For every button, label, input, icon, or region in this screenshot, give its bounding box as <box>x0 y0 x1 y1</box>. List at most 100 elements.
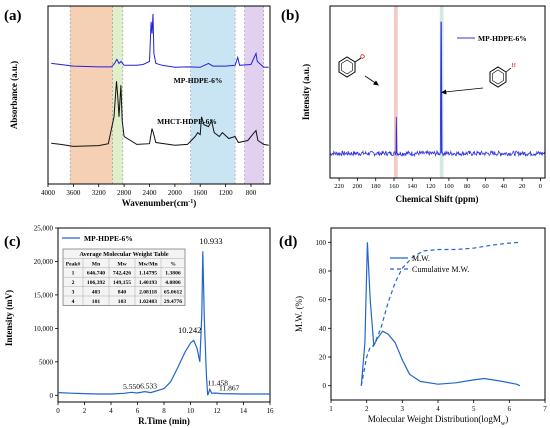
panel-d-xtick-label: 6 <box>508 405 512 413</box>
panel-b-chart: 220 200 180 160 140 120 100 80 60 40 20 0 MP-HDPE-6… <box>281 5 546 204</box>
panel-c-table-cell: 1.02483 <box>139 299 157 305</box>
panel-c-ytick-label: 10,000 <box>34 325 54 333</box>
panel-b-ylabel: Intensity (a.u.) <box>301 64 311 120</box>
panel-b-xtick-label: 160 <box>389 183 399 190</box>
panel-c-peak-label: 11.458 <box>208 378 229 387</box>
panel-a-xtick-label: 2400 <box>143 189 158 197</box>
panel-a-xtick-label: 3600 <box>66 189 81 197</box>
phenoxy-structure-icon <box>338 54 379 86</box>
panel-b-xtick-label: 200 <box>353 183 363 190</box>
panel-b-xtick-label: 120 <box>426 183 436 190</box>
panel-d-ytick-label: 20 <box>319 354 327 362</box>
panel-c-table-title: Average Molecular Weight Table <box>79 251 168 258</box>
panel-b-band-0 <box>394 6 398 178</box>
panel-d-xtick-label: 5 <box>472 405 476 413</box>
panel-d-ytick-label: 80 <box>319 268 327 276</box>
panel-a-chart: 4000 3600 3200 2800 2400 2000 1600 1200 800 MP-H… <box>4 5 271 208</box>
panel-c-peak-label: 11.867 <box>219 384 240 393</box>
panel-d-frame <box>330 227 546 401</box>
panel-c-table-cell: 3 <box>72 290 75 296</box>
panel-c-peak-label: 6.533 <box>140 381 157 390</box>
phenyl-structure-icon: H <box>441 63 517 95</box>
panel-a-band-3 <box>244 6 264 184</box>
panel-c-table-cell: 103 <box>118 299 127 305</box>
panel-d-ytick-label: 60 <box>319 296 327 304</box>
panel-d-xtick-label: 1 <box>329 405 333 413</box>
panel-c-xtick-label: 14 <box>240 407 248 415</box>
panel-d-xtick-label: 3 <box>401 405 405 413</box>
panel-c-table-cell: 149,155 <box>113 280 131 286</box>
panel-a-series-0-line <box>51 13 269 68</box>
panel-c-table-cell: 106,392 <box>87 280 105 286</box>
panel-a-xtick-label: 4000 <box>41 189 56 197</box>
panel-b-xtick-label: 0 <box>539 183 542 190</box>
panel-c-ylabel: Intensity (mV) <box>4 290 14 346</box>
panel-c-peak-label: 10.242 <box>178 325 201 335</box>
panel-c-table-cell: 2.08118 <box>139 290 157 296</box>
panel-b-xtick-label: 80 <box>464 183 471 190</box>
panel-c-table-cell: 2 <box>72 280 75 286</box>
panel-a-xtick-label: 2000 <box>168 189 183 197</box>
panel-a-label: (a) <box>4 8 22 24</box>
panel-c-peak-label: 10.933 <box>199 236 222 246</box>
panel-a-series-1-line <box>51 81 269 147</box>
panel-c-table-cell: 840 <box>118 290 127 296</box>
svg-text:H: H <box>512 63 517 69</box>
panel-b-frame <box>329 5 546 179</box>
panel-c-table-header: Peak# <box>66 261 81 267</box>
panel-d-ytick-label: 0 <box>323 382 327 390</box>
panel-c-table-cell: 1.14795 <box>139 271 157 277</box>
panel-c-xtick-label: 8 <box>162 407 166 415</box>
molecular-weight-table: Average Molecular Weight Table Peak# Mn Mw M… <box>62 248 186 306</box>
panel-a-xtick-label: 1200 <box>219 189 234 197</box>
panel-c-xtick-label: 12 <box>214 407 222 415</box>
panel-a-xlabel: Wavenumber(cm-1) <box>122 198 197 208</box>
panel-c-xtick-label: 6 <box>136 407 140 415</box>
panel-b-label: (b) <box>281 8 299 24</box>
panel-d-ytick-label: 100 <box>316 239 327 247</box>
panel-b-xtick-label: 220 <box>334 183 344 190</box>
panel-c-peak-label: 5.550 <box>123 382 140 391</box>
panel-c-table-cell: 65.0612 <box>164 290 182 296</box>
panel-b-xtick-label: 180 <box>371 183 381 190</box>
panel-c-table-cell: 1 <box>72 271 75 277</box>
panel-a-ylabel: Absorbance (a.u.) <box>9 61 19 129</box>
phenyl-arrow <box>444 87 484 93</box>
panel-c-xtick-label: 2 <box>83 407 87 415</box>
panel-a-series-label-mp: MP-HDPE-6% <box>174 76 223 85</box>
panel-c-table-cell: 403 <box>92 290 101 296</box>
panel-c-chart: 0 2 4 6 8 10 12 14 160500010,00015,00020,00025,0… <box>4 225 275 427</box>
panel-b-series-0-line <box>329 21 545 158</box>
panel-c-xtick-label: 0 <box>56 407 60 415</box>
panel-d-legend-label-1: Cumulative M.W. <box>412 265 469 274</box>
panel-a-band-0 <box>70 6 113 184</box>
panel-d-series-1-line <box>360 241 521 386</box>
panel-b-xtick-label: 100 <box>444 183 454 190</box>
panel-c-ytick-label: 5000 <box>39 358 54 366</box>
panel-d-ytick-label: 40 <box>319 325 327 333</box>
panel-c-ytick-label: 0 <box>50 392 54 400</box>
panel-b-xlabel: Chemical Shift (ppm) <box>396 194 479 204</box>
panel-a-xtick-label: 3200 <box>92 189 107 197</box>
panel-a-series-label-mhct: MHCT-HDPE-6% <box>157 117 217 126</box>
panel-d-xtick-label: 2 <box>365 405 369 413</box>
panel-b-legend-label: MP-HDPE-6% <box>478 34 527 43</box>
panel-c-ytick-label: 25,000 <box>34 225 54 233</box>
panel-a-frame <box>47 5 271 185</box>
panel-b-xtick-label: 140 <box>407 183 417 190</box>
panel-a-band-2 <box>190 6 236 184</box>
panel-d-xtick-label: 7 <box>543 405 547 413</box>
panel-d-xlabel: Molecular Weight Distribution(logMw) <box>368 414 508 427</box>
panel-a-xtick-label: 800 <box>246 189 257 197</box>
panel-c-table-cell: 1.40193 <box>139 280 157 286</box>
panel-d-ylabel: M.W. (%) <box>294 296 304 332</box>
panel-c-table-cell: 1.3806 <box>165 271 181 277</box>
panel-c-table-cell: 742,426 <box>113 271 131 277</box>
panel-a-xtick-label: 1600 <box>193 189 208 197</box>
panel-d-xtick-label: 4 <box>436 405 440 413</box>
panel-c-xtick-label: 16 <box>267 407 275 415</box>
panel-c-xtick-label: 4 <box>109 407 113 415</box>
panel-d-series-0-line <box>360 242 521 387</box>
panel-c-series-0-line <box>57 251 270 396</box>
